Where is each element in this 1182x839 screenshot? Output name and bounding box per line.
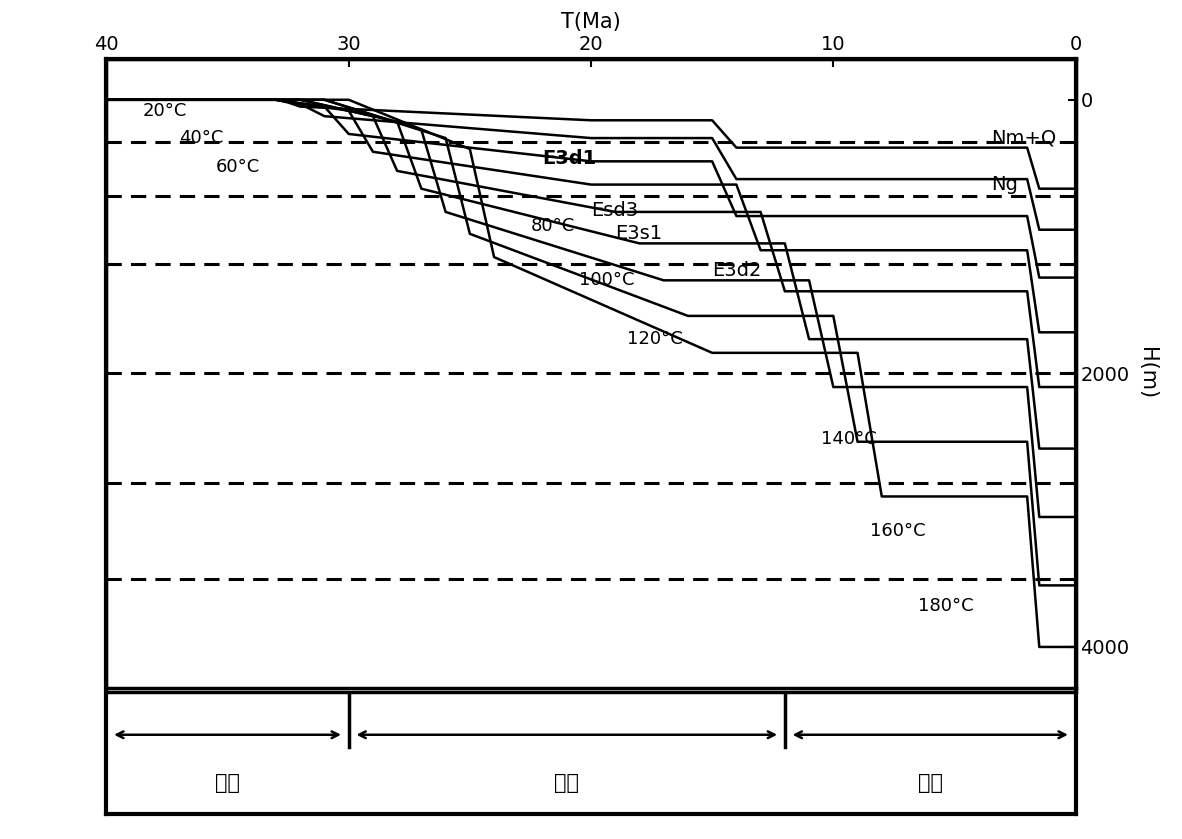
Text: Esd3: Esd3: [591, 201, 638, 220]
Text: 40°C: 40°C: [178, 129, 223, 147]
Text: 强酸: 强酸: [554, 774, 579, 794]
Text: E3d1: E3d1: [543, 149, 597, 168]
Text: Nm+Q: Nm+Q: [991, 128, 1056, 148]
Text: 20°C: 20°C: [143, 102, 187, 120]
Text: 弱酸: 弱酸: [917, 774, 943, 794]
Text: 180°C: 180°C: [918, 597, 974, 615]
Text: E3d2: E3d2: [712, 261, 761, 280]
Y-axis label: H(m): H(m): [1137, 347, 1157, 399]
Text: 140°C: 140°C: [821, 430, 877, 448]
Text: E3s1: E3s1: [615, 224, 662, 243]
X-axis label: T(Ma): T(Ma): [561, 12, 621, 32]
Text: 160°C: 160°C: [870, 522, 926, 539]
Text: Ng: Ng: [991, 175, 1018, 194]
Text: 弱酸: 弱酸: [215, 774, 240, 794]
Text: 60°C: 60°C: [215, 158, 260, 176]
Text: 120°C: 120°C: [628, 331, 683, 348]
Text: 100°C: 100°C: [579, 271, 635, 289]
Text: 80°C: 80°C: [531, 216, 574, 235]
